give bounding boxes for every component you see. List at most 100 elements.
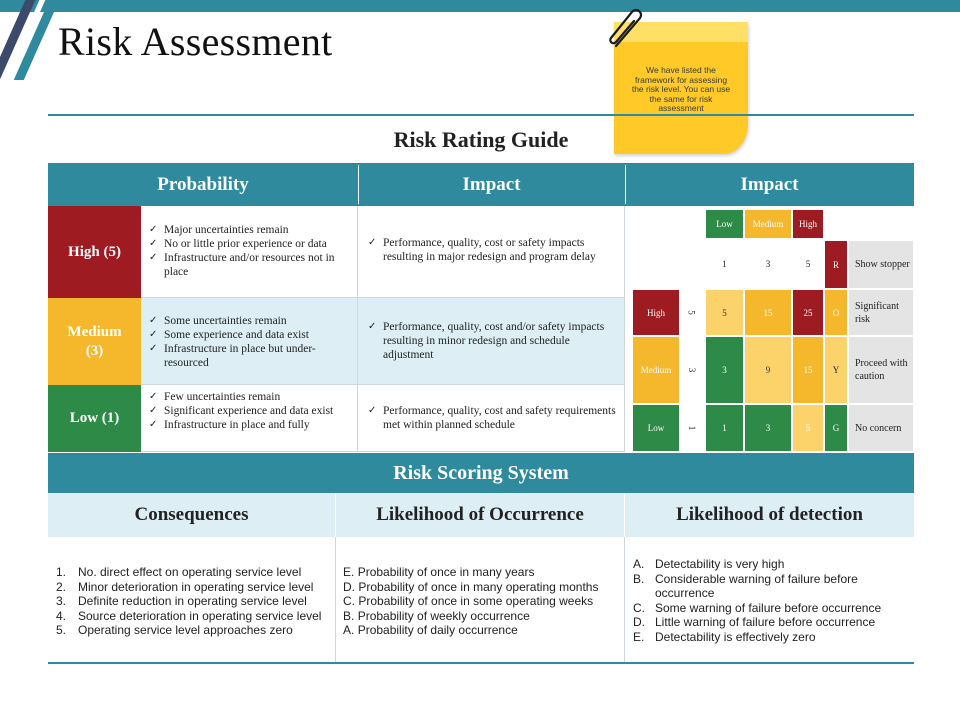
detection-list: A. Detectability is very high B. Considera…: [625, 537, 914, 663]
list-item: B. Considerable warning of failure before…: [633, 572, 908, 601]
list-item: 2. Minor deterioration in operating servi…: [56, 580, 329, 595]
sticky-note: We have listed the framework for assessi…: [614, 22, 748, 154]
header-divider: [625, 165, 626, 204]
list-item: Infrastructure in place but under-resour…: [147, 342, 351, 370]
matrix-row-label-medium: Medium: [632, 336, 680, 404]
list-item: D. Little warning of failure before occur…: [633, 615, 908, 630]
list-marker: B.: [343, 608, 355, 623]
list-item: A. Probability of daily occurrence: [343, 623, 618, 638]
list-item: Performance, quality, cost or safety imp…: [366, 236, 616, 264]
list-marker: 3.: [56, 594, 67, 608]
list-item: C. Probability of once in some operating…: [343, 594, 618, 609]
list-item: 3. Definite reduction in operating servic…: [56, 594, 329, 609]
level-high: High (5): [48, 206, 141, 298]
list-text: Minor deterioration in operating service…: [78, 579, 314, 594]
matrix-cell: 5: [705, 289, 744, 336]
list-item: B. Probability of weekly occurrence: [343, 609, 618, 624]
list-text: No. direct effect on operating service l…: [78, 565, 302, 579]
matrix-cell: 3: [744, 404, 792, 452]
list-item: Major uncertainties remain: [147, 223, 351, 237]
list-item: 4. Source deterioration in operating serv…: [56, 609, 329, 624]
matrix-code-yellow: Y: [824, 336, 848, 404]
matrix-desc-proceed-with-caution: Proceed with caution: [848, 336, 914, 404]
header-likelihood-detection: Likelihood of detection: [625, 493, 914, 537]
list-item: Few uncertainties remain: [147, 390, 351, 404]
list-marker: C.: [633, 600, 645, 615]
list-text: Detectability is effectively zero: [655, 629, 816, 644]
risk-scoring-system-title: Risk Scoring System: [48, 453, 914, 493]
list-text: Probability of once in some operating we…: [358, 594, 594, 608]
impact-low: Performance, quality, cost and safety re…: [358, 385, 625, 452]
paperclip-icon: [609, 8, 643, 48]
matrix-cell: 3: [705, 336, 744, 404]
level-medium: Medium (3): [48, 298, 141, 385]
header-likelihood-occurrence: Likelihood of Occurrence: [336, 493, 625, 537]
list-marker: 2.: [56, 579, 67, 594]
list-marker: A.: [633, 557, 645, 571]
matrix-cell: 25: [792, 289, 824, 336]
list-text: Source deterioration in operating servic…: [78, 608, 322, 623]
list-marker: B.: [633, 571, 645, 586]
list-item: E. Probability of once in many years: [343, 565, 618, 580]
list-text: Probability of once in many years: [357, 565, 535, 579]
impact-medium: Performance, quality, cost and/or safety…: [358, 298, 625, 385]
impact-high: Performance, quality, cost or safety imp…: [358, 206, 625, 298]
probability-low: Few uncertainties remain Significant exp…: [141, 385, 358, 452]
consequences-list: 1. No. direct effect on operating service…: [48, 537, 336, 663]
list-marker: 4.: [56, 608, 67, 623]
matrix-cell: 15: [792, 336, 824, 404]
list-text: Definite reduction in operating service …: [78, 594, 307, 608]
matrix-col-header-low: Low: [705, 209, 744, 239]
list-marker: A.: [343, 623, 355, 637]
matrix-cell: 9: [744, 336, 792, 404]
matrix-desc-no-concern: No concern: [848, 404, 914, 452]
list-item: 1. No. direct effect on operating service…: [56, 565, 329, 580]
list-text: Probability of daily occurrence: [357, 623, 518, 637]
divider-top: [48, 114, 914, 116]
list-marker: C.: [343, 594, 355, 608]
list-text: Some warning of failure before occurrenc…: [655, 600, 882, 615]
occurrence-list: E. Probability of once in many years D. …: [336, 537, 625, 663]
list-item: No or little prior experience or data: [147, 237, 351, 251]
matrix-cell: 1: [705, 404, 744, 452]
matrix-code-green: G: [824, 404, 848, 452]
header-probability: Probability: [48, 163, 358, 206]
top-accent-bar: [0, 0, 960, 12]
list-item: C. Some warning of failure before occurre…: [633, 601, 908, 616]
sticky-note-band: [614, 22, 748, 42]
list-item: Some experience and data exist: [147, 328, 351, 342]
list-marker: 1.: [56, 565, 67, 579]
matrix-col-number: 3: [765, 259, 771, 269]
matrix-cell: 15: [744, 289, 792, 336]
header-impact-matrix: Impact: [625, 163, 914, 206]
header-consequences: Consequences: [48, 493, 336, 537]
matrix-col-header-medium: Medium: [744, 209, 792, 239]
list-item: 5. Operating service level approaches zer…: [56, 623, 329, 638]
probability-high: Major uncertainties remain No or little …: [141, 206, 358, 298]
matrix-cell: 5: [792, 404, 824, 452]
divider-bottom: [48, 662, 914, 664]
list-text: Probability of weekly occurrence: [357, 608, 530, 623]
list-item: Infrastructure and/or resources not in p…: [147, 251, 351, 279]
matrix-col-number: 1: [722, 259, 727, 269]
list-text: Detectability is very high: [655, 557, 785, 571]
list-item: Performance, quality, cost and safety re…: [366, 404, 616, 432]
page-title: Risk Assessment: [58, 19, 333, 64]
list-marker: E.: [633, 629, 645, 644]
list-text: Little warning of failure before occurre…: [655, 615, 876, 629]
list-marker: D.: [343, 579, 355, 594]
list-marker: 5.: [56, 623, 67, 637]
level-low: Low (1): [48, 385, 141, 452]
header-impact: Impact: [358, 163, 625, 206]
list-item: Some uncertainties remain: [147, 314, 351, 328]
matrix-desc-significant-risk: Significant risk: [848, 289, 914, 336]
probability-medium: Some uncertainties remain Some experienc…: [141, 298, 358, 385]
matrix-row-label-low: Low: [632, 404, 680, 452]
matrix-col-number: 5: [805, 259, 811, 269]
matrix-desc-show-stopper: Show stopper: [848, 240, 914, 289]
matrix-row-label-high: High: [632, 289, 680, 336]
list-text: Operating service level approaches zero: [78, 623, 293, 637]
list-text: Considerable warning of failure before o…: [655, 571, 858, 601]
list-item: E. Detectability is effectively zero: [633, 630, 908, 645]
list-item: Infrastructure in place and fully: [147, 418, 351, 432]
